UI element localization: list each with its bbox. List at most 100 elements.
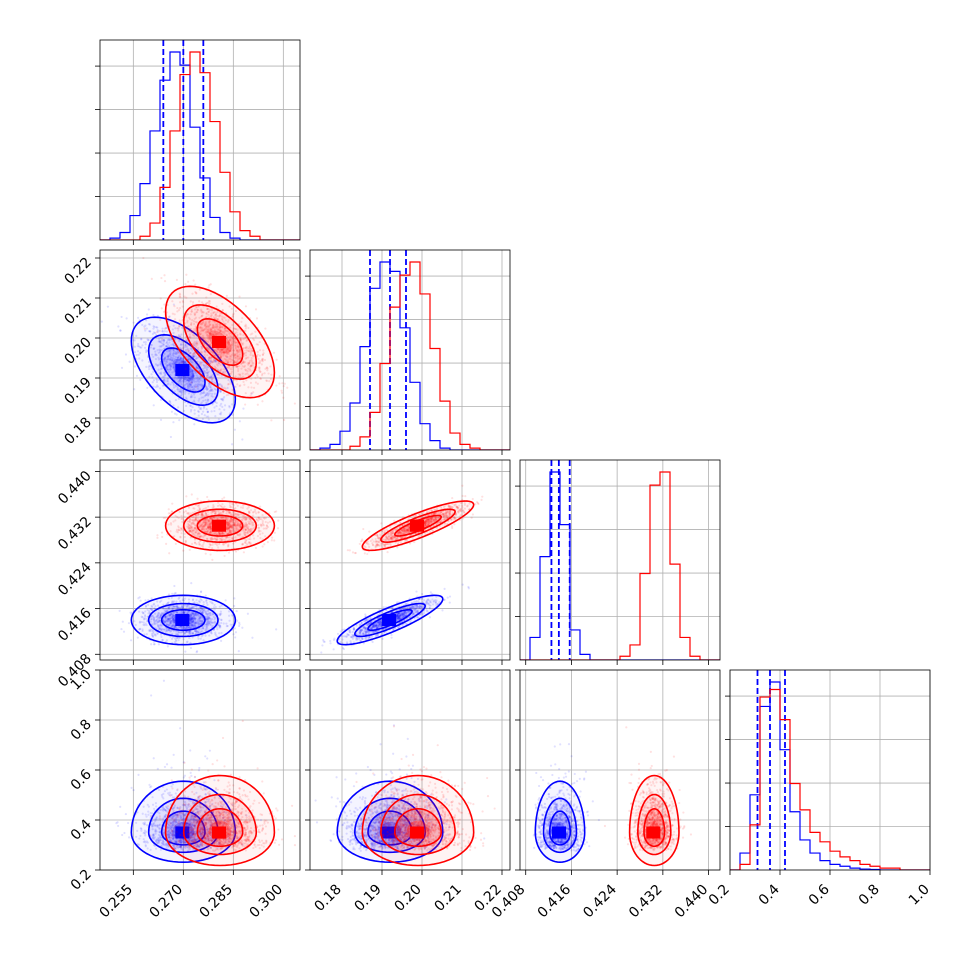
- panel-frame: [519, 459, 721, 661]
- peak-block: [410, 826, 424, 839]
- peak-block: [175, 614, 190, 626]
- peak-block: [382, 826, 396, 839]
- contour-line: [548, 810, 572, 846]
- peak-block: [175, 826, 190, 839]
- x-tick-label: 0.300: [246, 882, 286, 922]
- panel-1-0: 0.18 0.19 0.20 0.21 0.22: [61, 249, 301, 455]
- histogram-red-3: [730, 688, 930, 870]
- x-tick-label: 0.285: [196, 882, 236, 922]
- scatter-red: [156, 493, 280, 561]
- contour-line: [367, 608, 413, 632]
- panel-content: [730, 670, 930, 870]
- scatter-blue: [532, 743, 601, 864]
- contour-line: [628, 774, 680, 867]
- contour-line: [130, 780, 237, 864]
- x-tick-label: 0.416: [535, 881, 575, 921]
- contour-line: [353, 797, 427, 854]
- contour-line: [534, 780, 586, 864]
- scatter-blue: [118, 582, 278, 654]
- scatter-red: [142, 256, 296, 422]
- contour-fill: [362, 775, 474, 866]
- contour-line: [182, 793, 258, 856]
- panel-frame: [99, 39, 301, 241]
- x-tick-label: 0.440: [672, 882, 712, 922]
- contour-line: [196, 514, 244, 537]
- y-tick-label: 0.21: [61, 295, 94, 328]
- contour-fill: [629, 775, 679, 866]
- panel-content: [532, 726, 693, 867]
- panel-2-2: [515, 459, 721, 665]
- panel-3-2: 0.408 0.416 0.424 0.432 0.440: [489, 669, 721, 922]
- contour-line: [160, 608, 206, 632]
- x-tick-label: 0.4: [756, 881, 783, 908]
- panel-3-1: 0.18 0.19 0.20 0.21 0.22: [305, 669, 511, 915]
- contour-line: [380, 508, 456, 543]
- contour-line: [637, 793, 672, 856]
- contour-line: [393, 807, 443, 848]
- y-tick-label: 0.22: [61, 255, 94, 288]
- contour-line: [196, 807, 244, 848]
- panel-content: [314, 724, 496, 867]
- peak-block: [212, 826, 226, 839]
- y-tick-label: 0.20: [61, 335, 94, 368]
- contour-line: [160, 347, 206, 393]
- contour-line: [542, 797, 578, 854]
- panel-content: [520, 460, 720, 660]
- contour-line: [130, 316, 237, 424]
- contour-line: [147, 602, 219, 638]
- scatter-red: [346, 484, 484, 556]
- contour-line: [164, 774, 276, 867]
- contour-line: [182, 508, 258, 543]
- scatter-blue: [115, 679, 263, 864]
- histogram-red-0: [100, 51, 300, 240]
- panel-content: [320, 484, 484, 654]
- peak-block: [175, 364, 190, 376]
- contour-line: [361, 500, 475, 552]
- panel-content: [100, 40, 300, 240]
- contour-line: [367, 810, 413, 846]
- y-tick-label: 0.416: [55, 605, 95, 645]
- histogram-red-1: [310, 261, 510, 450]
- contour-fill: [380, 794, 456, 855]
- x-tick-label: 0.270: [146, 882, 186, 922]
- x-tick-label: 1.0: [906, 882, 933, 909]
- y-tick-label: 0.440: [55, 468, 95, 508]
- contour-line: [182, 304, 258, 380]
- panel-0-0: [95, 39, 301, 245]
- x-tick-label: 0.18: [311, 882, 344, 915]
- histogram-red-2: [520, 471, 720, 660]
- panel-frame: [309, 249, 511, 451]
- peak-block: [212, 336, 226, 348]
- contour-line: [164, 500, 276, 552]
- panel-content: [100, 256, 296, 446]
- scatter-red: [603, 726, 693, 867]
- contour-line: [160, 810, 206, 846]
- panel-frame: [309, 459, 511, 661]
- panel-frame: [99, 459, 301, 661]
- panel-content: [115, 679, 297, 867]
- contour-line: [393, 514, 443, 537]
- scatter-blue: [100, 303, 253, 446]
- x-tick-label: 0.424: [580, 881, 620, 921]
- x-tick-label: 0.20: [391, 882, 424, 915]
- y-tick-label: 0.424: [55, 559, 95, 599]
- contour-fill: [165, 775, 275, 866]
- x-tick-label: 0.21: [431, 882, 464, 915]
- x-tick-label: 0.255: [96, 882, 136, 922]
- peak-block: [410, 519, 424, 532]
- peak-block: [382, 614, 396, 626]
- y-tick-label: 0.4: [68, 816, 95, 843]
- scatter-red: [149, 719, 297, 867]
- y-tick-label: 0.2: [68, 867, 95, 894]
- contour-line: [643, 807, 666, 848]
- contour-fill: [131, 781, 236, 863]
- panel-content: [118, 493, 280, 654]
- y-tick-label: 0.19: [61, 375, 94, 408]
- scatter-blue: [320, 583, 470, 654]
- contour-fill: [535, 781, 585, 863]
- histogram-blue-2: [520, 471, 720, 660]
- contour-fill: [183, 794, 257, 855]
- y-tick-label: 0.432: [55, 514, 95, 554]
